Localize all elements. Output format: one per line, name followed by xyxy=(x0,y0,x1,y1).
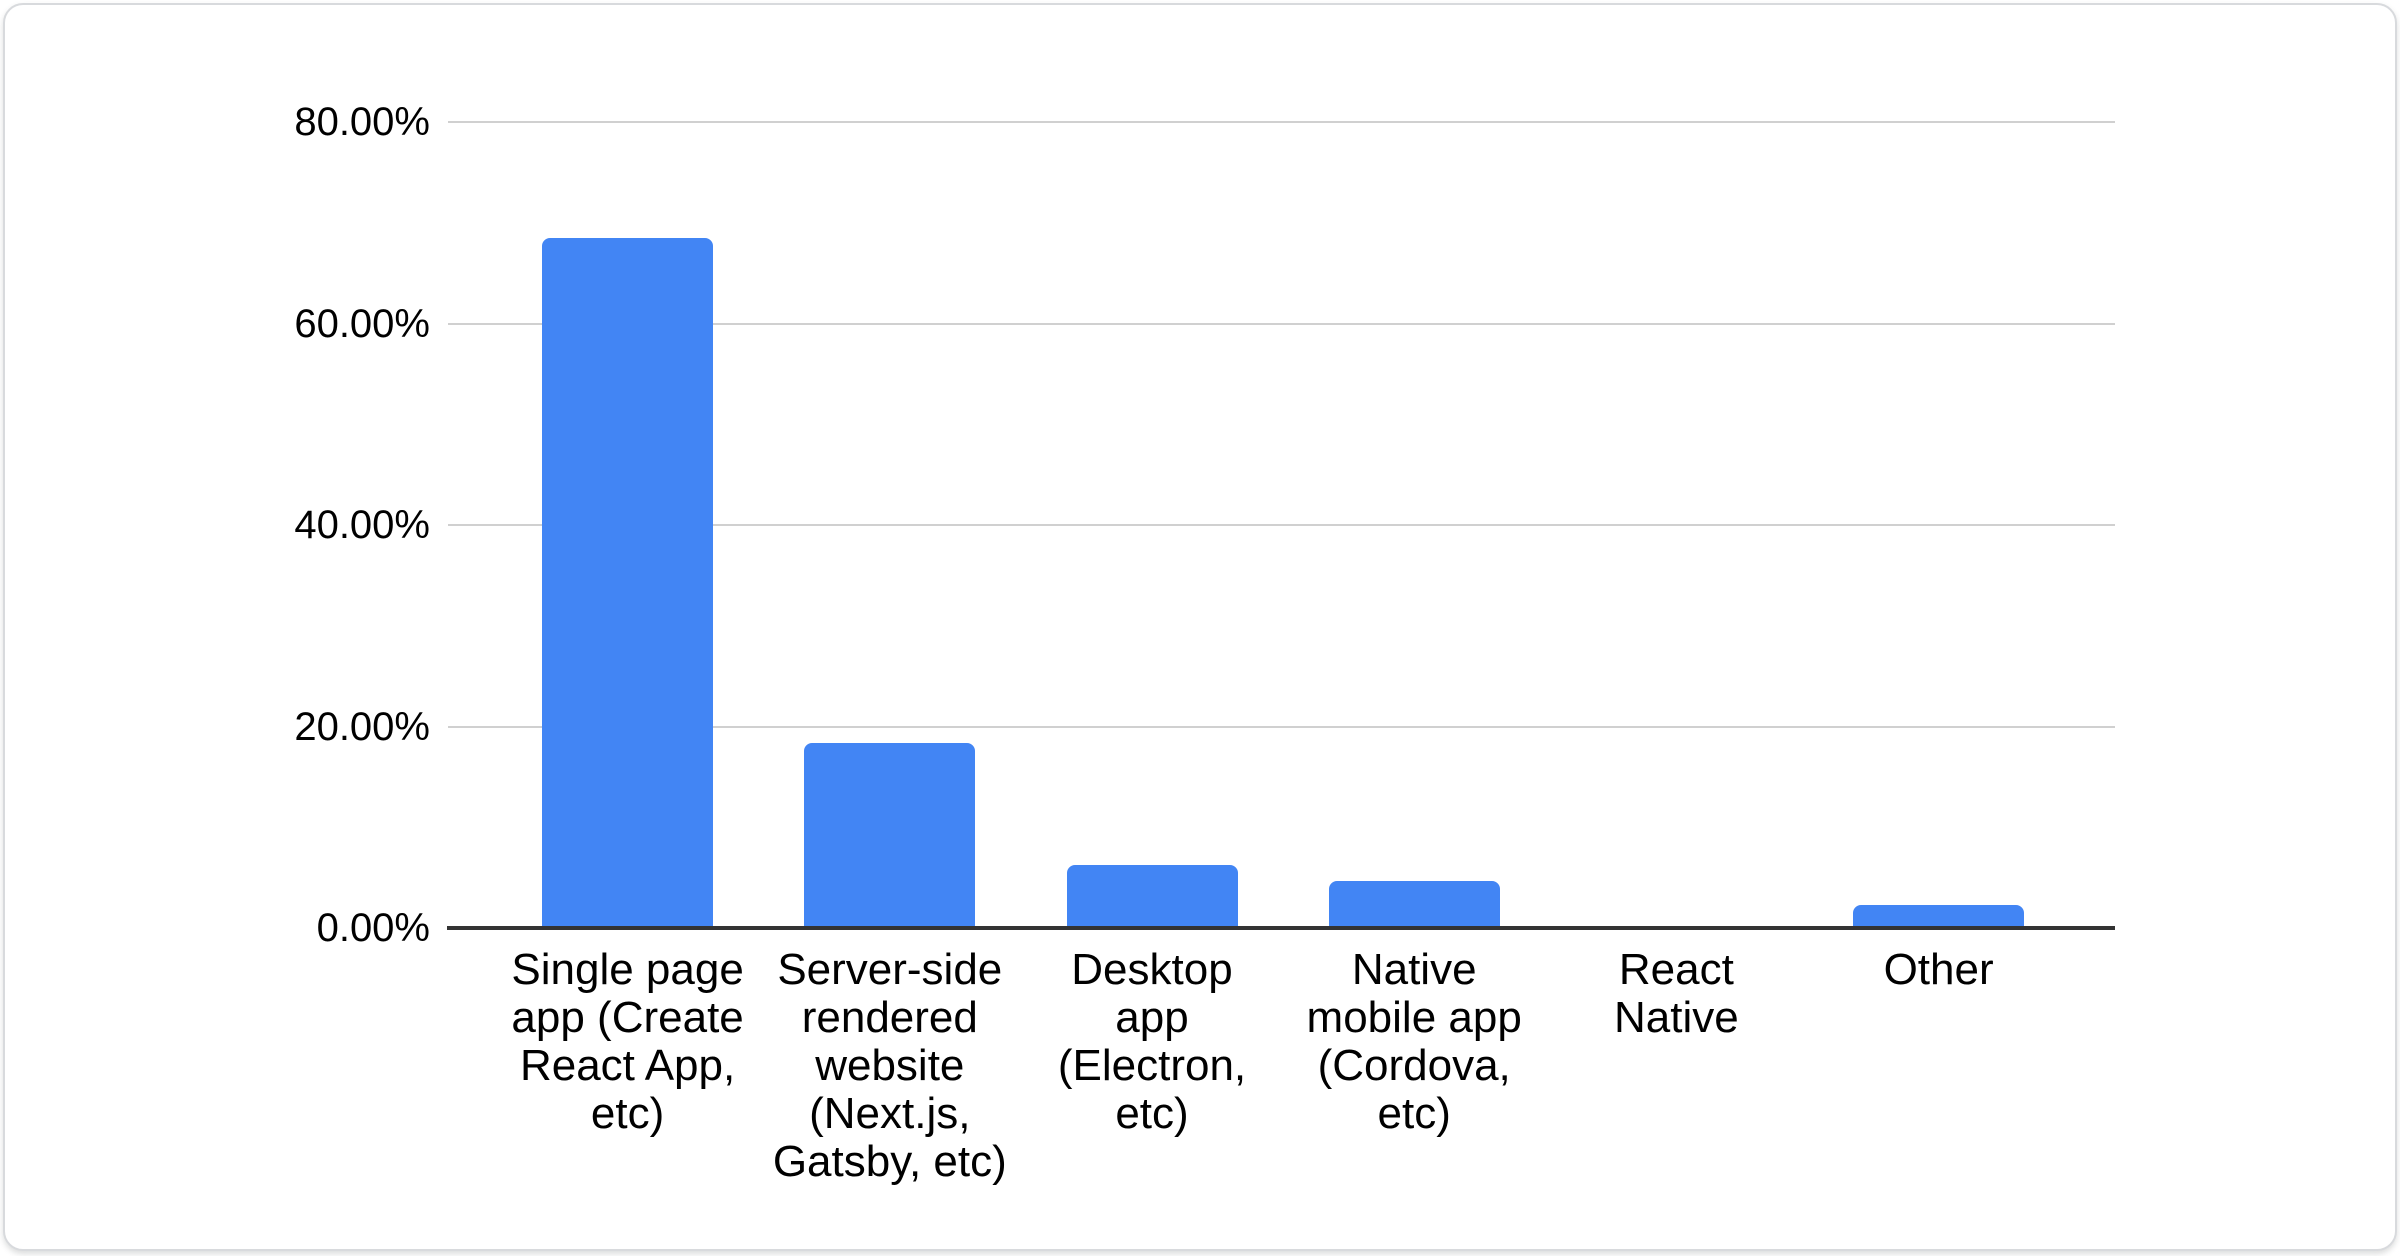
y-axis-tick-label: 40.00% xyxy=(294,503,430,547)
gridline xyxy=(448,322,2115,325)
x-axis-label: Single page app (Create React App, etc) xyxy=(488,946,768,1138)
x-axis-label-line: Other xyxy=(1883,945,1994,994)
y-axis-tick-label: 0.00% xyxy=(316,906,430,950)
x-axis-label-line: Gatsby, etc) xyxy=(772,1137,1007,1186)
x-axis-label: Desktop app (Electron, etc) xyxy=(1012,946,1292,1138)
y-axis-tick-label: 20.00% xyxy=(294,704,430,749)
bar[interactable] xyxy=(1853,904,2025,928)
x-axis-label: Other xyxy=(1799,946,2079,994)
x-axis-label-line: React xyxy=(1618,945,1734,994)
x-axis-label-line: etc) xyxy=(590,1089,665,1138)
x-axis-label-line: Native xyxy=(1351,945,1477,994)
x-axis-label-line: website xyxy=(815,1041,965,1090)
gridline xyxy=(448,725,2115,728)
bar-chart: 0.00% 20.00% 40.00% 60.00% 80.00% Single pag… xyxy=(5,5,2395,1249)
bar[interactable] xyxy=(804,742,976,928)
gridline xyxy=(448,524,2115,526)
x-axis-label-line: Server-side xyxy=(777,945,1003,994)
chart-card: 0.00% 20.00% 40.00% 60.00% 80.00% Single pag… xyxy=(3,3,2397,1251)
x-axis-label: React Native xyxy=(1536,946,1816,1042)
x-axis-label-line: app xyxy=(1115,993,1189,1042)
x-axis-label: Native mobile app (Cordova, etc) xyxy=(1274,946,1554,1138)
bar[interactable] xyxy=(542,237,714,928)
x-axis-label-line: Native xyxy=(1614,993,1739,1042)
x-axis-label-line: (Electron, xyxy=(1057,1041,1247,1090)
bar[interactable] xyxy=(1066,864,1238,928)
y-axis-tick-label: 80.00% xyxy=(294,100,430,144)
x-axis-label-line: rendered xyxy=(801,993,978,1042)
x-axis-label-line: mobile app xyxy=(1306,993,1522,1042)
x-axis-line xyxy=(447,926,2115,930)
gridline xyxy=(448,121,2115,123)
x-axis-label-line: Single page xyxy=(511,945,744,994)
x-axis-label-line: (Cordova, xyxy=(1317,1041,1511,1090)
x-axis-label-line: etc) xyxy=(1377,1089,1451,1138)
x-axis-label-line: React App, xyxy=(519,1041,736,1090)
x-axis-label-line: app (Create xyxy=(511,993,744,1042)
bar[interactable] xyxy=(1328,880,1500,928)
y-axis-tick-label: 60.00% xyxy=(294,301,430,346)
x-axis-label: Server-side rendered website (Next.js, Gatsb… xyxy=(750,946,1030,1186)
x-axis-label-line: Desktop xyxy=(1071,945,1233,994)
x-axis-label-line: etc) xyxy=(1115,1089,1189,1138)
x-axis-label-line: (Next.js, xyxy=(809,1089,971,1138)
